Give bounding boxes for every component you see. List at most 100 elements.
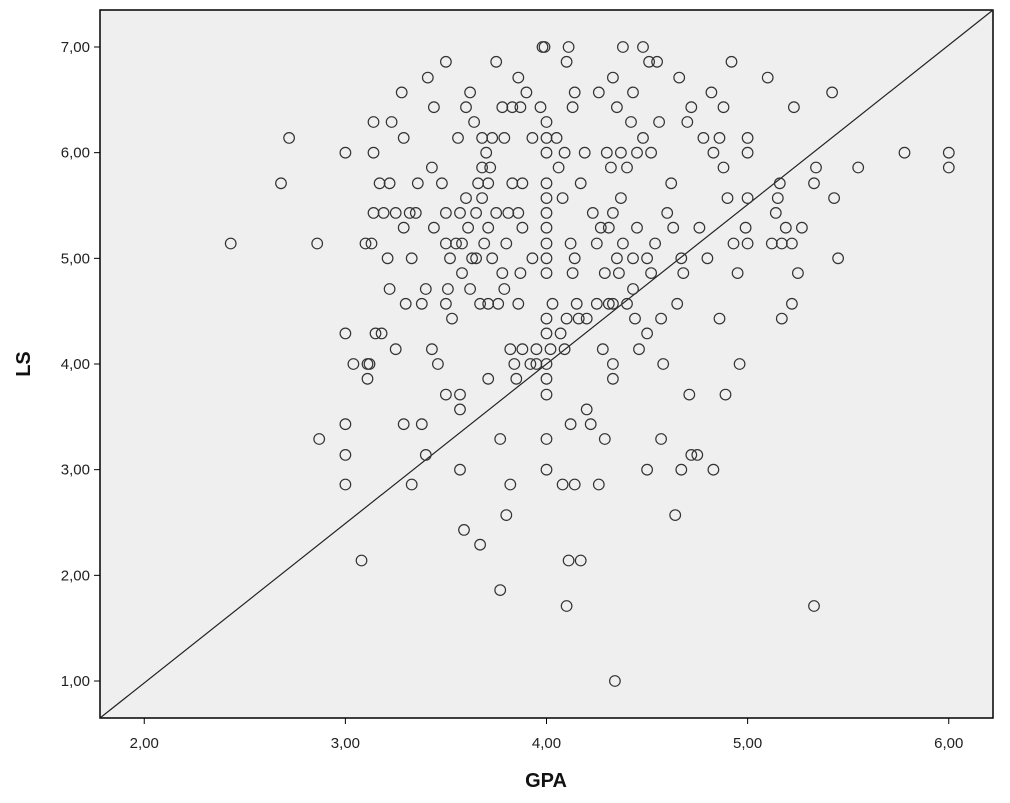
data-point xyxy=(796,221,808,234)
reference-line xyxy=(99,9,994,719)
data-point xyxy=(516,177,529,190)
data-point xyxy=(514,267,527,280)
data-point xyxy=(598,433,611,445)
data-point xyxy=(440,297,452,310)
data-point xyxy=(480,146,493,159)
data-point xyxy=(574,554,587,567)
data-point xyxy=(685,449,698,461)
data-point xyxy=(498,283,511,295)
data-point xyxy=(456,237,468,250)
data-point xyxy=(665,177,678,190)
data-point xyxy=(786,237,798,250)
data-point xyxy=(492,297,505,310)
data-point xyxy=(383,177,396,190)
data-point xyxy=(779,221,792,234)
data-point xyxy=(826,86,838,99)
data-point xyxy=(403,206,416,219)
data-point xyxy=(657,358,670,370)
data-point xyxy=(514,101,527,114)
data-point xyxy=(655,433,667,445)
data-point xyxy=(373,177,386,190)
data-point xyxy=(540,146,553,159)
data-point xyxy=(607,358,619,370)
data-point xyxy=(683,388,696,401)
data-point xyxy=(409,206,422,219)
data-point xyxy=(653,116,665,128)
data-point xyxy=(701,252,714,265)
data-point xyxy=(476,192,489,205)
data-point xyxy=(339,449,352,461)
data-point xyxy=(464,86,477,99)
data-point xyxy=(540,372,553,385)
data-point xyxy=(462,221,475,234)
data-point xyxy=(419,283,432,295)
data-point xyxy=(224,237,237,250)
data-point xyxy=(810,161,822,174)
data-point xyxy=(828,192,840,205)
data-point xyxy=(707,146,720,159)
data-point xyxy=(482,221,495,234)
data-point xyxy=(524,358,537,370)
data-point xyxy=(534,101,547,114)
data-point xyxy=(598,267,611,280)
x-tick-label: 3,00 xyxy=(331,735,360,752)
data-point xyxy=(456,267,468,280)
y-tick-label: 6,00 xyxy=(61,145,90,162)
data-point xyxy=(446,312,458,325)
data-point xyxy=(460,192,472,205)
data-point xyxy=(460,101,472,114)
data-point xyxy=(516,221,529,234)
data-point xyxy=(607,206,619,219)
data-point xyxy=(741,146,754,159)
data-point xyxy=(713,131,726,144)
data-point xyxy=(607,297,619,310)
data-point xyxy=(397,131,410,144)
data-point xyxy=(550,131,563,144)
data-point xyxy=(486,131,499,144)
data-point xyxy=(486,252,499,265)
data-point xyxy=(629,312,641,325)
data-point xyxy=(385,116,398,128)
data-point xyxy=(367,116,380,128)
data-point xyxy=(540,192,553,205)
data-point xyxy=(474,538,487,551)
data-point xyxy=(693,221,706,234)
data-point xyxy=(339,478,352,491)
data-point xyxy=(440,206,452,219)
data-point xyxy=(808,600,820,612)
data-point xyxy=(570,297,583,310)
data-point xyxy=(556,478,569,491)
data-point xyxy=(596,343,609,356)
data-point xyxy=(731,267,744,280)
points-layer xyxy=(224,41,955,687)
data-point xyxy=(540,221,553,234)
data-point xyxy=(339,327,352,340)
data-point xyxy=(775,312,788,325)
data-point xyxy=(560,312,573,325)
data-point xyxy=(574,177,587,190)
data-point xyxy=(540,358,553,370)
data-point xyxy=(560,600,573,612)
data-point xyxy=(675,252,688,265)
data-point xyxy=(311,237,324,250)
data-point xyxy=(466,252,479,265)
data-point xyxy=(444,252,456,265)
data-point xyxy=(450,237,462,250)
data-point xyxy=(436,177,448,190)
data-point xyxy=(627,86,639,99)
data-point xyxy=(494,584,507,596)
data-point xyxy=(771,192,784,205)
data-point xyxy=(512,71,525,84)
data-point xyxy=(607,71,619,84)
data-point xyxy=(504,478,517,491)
data-point xyxy=(530,343,543,356)
data-point xyxy=(592,478,605,491)
data-point xyxy=(558,146,571,159)
data-point xyxy=(675,463,688,476)
data-point xyxy=(383,283,396,295)
data-point xyxy=(681,116,694,128)
data-point xyxy=(361,372,374,385)
data-point xyxy=(741,237,754,250)
data-point xyxy=(586,206,599,219)
